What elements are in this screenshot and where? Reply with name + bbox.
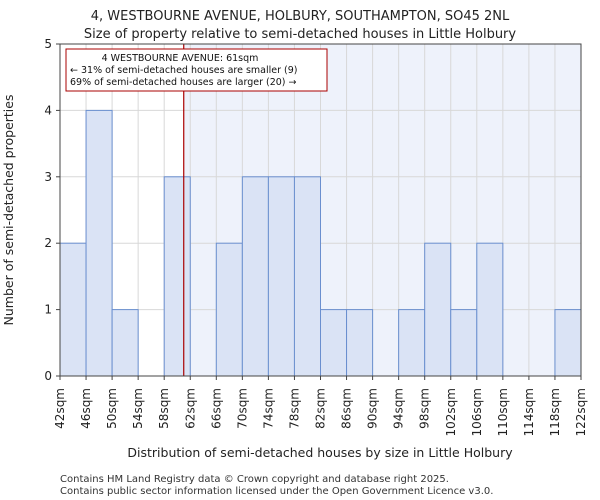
- chart-title-line-2: Size of property relative to semi-detach…: [84, 27, 516, 42]
- bar-102sqm: [450, 309, 478, 377]
- bar-70sqm: [241, 176, 269, 377]
- y-tick-label: 4: [44, 103, 52, 117]
- bar-106sqm: [476, 242, 504, 377]
- y-axis-ticks: 0 1 2 3 4 5: [44, 37, 60, 383]
- x-tick-label: 66sqm: [209, 388, 223, 429]
- x-tick-label: 90sqm: [366, 388, 380, 429]
- x-tick-label: 114sqm: [522, 388, 536, 436]
- x-axis-ticks: 42sqm 46sqm 50sqm 54sqm 58sqm 62sqm 66sqm 70sqm…: [53, 376, 588, 436]
- bar-50sqm: [111, 309, 139, 377]
- bar-58sqm: [163, 176, 191, 377]
- x-tick-label: 98sqm: [418, 388, 432, 429]
- bar-82sqm: [320, 309, 348, 377]
- annotation-line-1: 4 WESTBOURNE AVENUE: 61sqm: [102, 53, 259, 64]
- bar-94sqm: [398, 309, 426, 377]
- x-tick-label: 86sqm: [340, 388, 354, 429]
- chart-title-line-1: 4, WESTBOURNE AVENUE, HOLBURY, SOUTHAMPT…: [91, 9, 510, 24]
- bar-66sqm: [215, 242, 243, 377]
- x-tick-label: 46sqm: [79, 388, 93, 429]
- x-tick-label: 110sqm: [496, 388, 510, 436]
- x-tick-label: 102sqm: [444, 388, 458, 436]
- footer-line-1: Contains HM Land Registry data © Crown c…: [60, 474, 449, 485]
- bar-series: [59, 109, 582, 377]
- x-tick-label: 78sqm: [287, 388, 301, 429]
- bar-74sqm: [267, 176, 295, 377]
- y-axis-label: Number of semi-detached properties: [1, 95, 16, 326]
- annotation-box: 4 WESTBOURNE AVENUE: 61sqm ← 31% of semi…: [65, 48, 328, 92]
- x-tick-label: 62sqm: [183, 388, 197, 429]
- bar-42sqm: [59, 242, 87, 377]
- y-tick-label: 3: [44, 170, 52, 184]
- y-tick-label: 1: [44, 303, 52, 317]
- bar-118sqm: [554, 309, 582, 377]
- bar-98sqm: [424, 242, 452, 377]
- x-tick-label: 122sqm: [574, 388, 588, 436]
- y-tick-label: 2: [44, 236, 52, 250]
- bar-46sqm: [85, 109, 113, 377]
- annotation-line-3: 69% of semi-detached houses are larger (…: [70, 77, 297, 88]
- x-tick-label: 106sqm: [470, 388, 484, 436]
- x-tick-label: 118sqm: [548, 388, 562, 436]
- x-tick-label: 74sqm: [261, 388, 275, 429]
- bar-86sqm: [346, 309, 374, 377]
- bar-78sqm: [293, 176, 322, 377]
- x-tick-label: 94sqm: [392, 388, 406, 429]
- plot-frame: [59, 43, 582, 377]
- annotation-border: [65, 48, 328, 92]
- x-tick-label: 54sqm: [131, 388, 145, 429]
- annotation-line-2: ← 31% of semi-detached houses are smalle…: [70, 65, 298, 76]
- x-tick-label: 42sqm: [53, 388, 67, 429]
- y-tick-label: 5: [44, 37, 52, 51]
- x-tick-label: 70sqm: [235, 388, 249, 429]
- x-tick-label: 50sqm: [105, 388, 119, 429]
- x-tick-label: 58sqm: [157, 388, 171, 429]
- y-tick-label: 0: [44, 369, 52, 383]
- x-axis-label: Distribution of semi-detached houses by …: [127, 445, 513, 460]
- footer-line-2: Contains public sector information licen…: [60, 486, 493, 497]
- x-tick-label: 82sqm: [314, 388, 328, 429]
